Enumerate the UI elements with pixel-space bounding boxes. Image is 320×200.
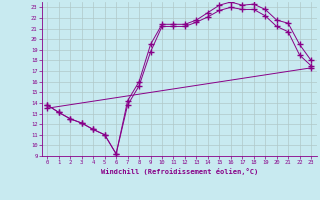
X-axis label: Windchill (Refroidissement éolien,°C): Windchill (Refroidissement éolien,°C) [100, 168, 258, 175]
